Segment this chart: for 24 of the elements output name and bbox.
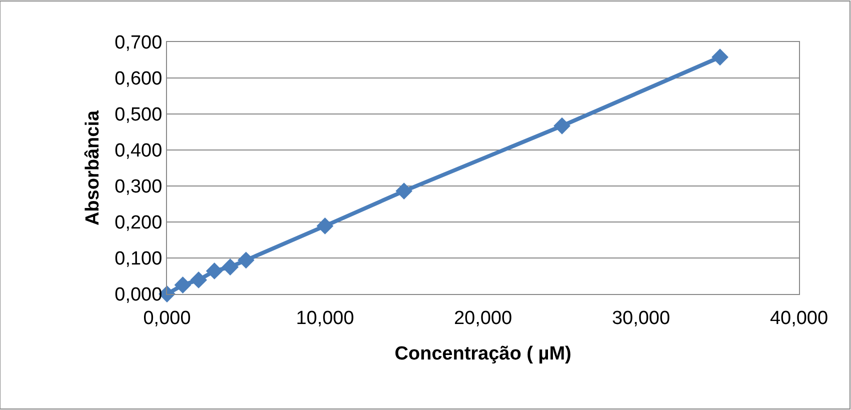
point xyxy=(396,182,412,200)
x-tick-label: 10,000 xyxy=(296,308,354,329)
y-tick-label: 0,700 xyxy=(114,32,162,54)
point xyxy=(238,252,254,269)
y-tick-label: 0,000 xyxy=(114,284,162,306)
y-tick-label: 0,400 xyxy=(114,140,162,162)
point xyxy=(554,117,570,134)
x-tick-label: 20,000 xyxy=(454,308,512,329)
y-tick-label: 0,300 xyxy=(114,176,162,198)
y-axis-title: Absorbância xyxy=(82,110,104,226)
point xyxy=(222,258,239,276)
y-tick-label: 0,500 xyxy=(114,104,162,126)
point xyxy=(174,276,192,294)
point xyxy=(316,218,334,234)
x-tick-label: 0,000 xyxy=(143,308,191,329)
x-tick-label: 30,000 xyxy=(612,308,670,329)
x-tick-label: 40,000 xyxy=(770,308,828,329)
y-tick-label: 0,600 xyxy=(114,68,162,90)
point xyxy=(712,48,728,66)
y-tick-label: 0,100 xyxy=(114,248,162,270)
x-axis-title: Concentração ( µM) xyxy=(394,344,572,365)
point xyxy=(206,262,223,280)
point xyxy=(190,272,208,288)
y-tick-label: 0,200 xyxy=(114,212,162,234)
